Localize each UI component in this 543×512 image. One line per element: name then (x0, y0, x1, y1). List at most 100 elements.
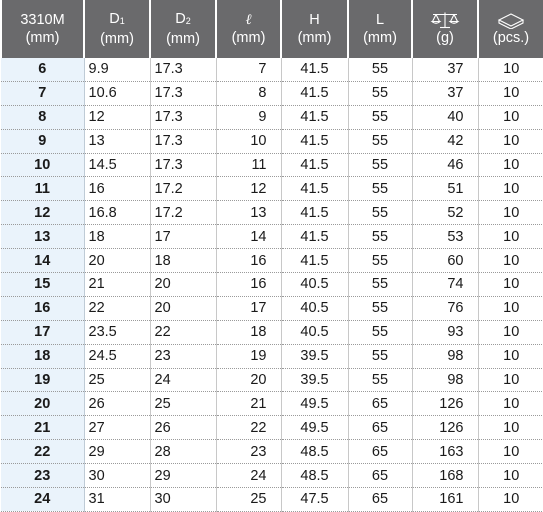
weight-unit: (g) (436, 30, 454, 46)
d2-label: D (175, 11, 186, 27)
length-L-cell: 65 (347, 439, 412, 465)
d1-cell: 10.6 (84, 81, 150, 106)
weight-cell: 76 (411, 296, 478, 321)
table-row: 23 30 29 24 48.5 65 168 10 (1, 463, 543, 489)
length-l-cell: 9 (215, 105, 281, 130)
pcs-cell: 10 (477, 129, 543, 154)
height-cell: 41.5 (280, 105, 348, 130)
length-l-cell: 7 (215, 58, 281, 82)
height-cell: 41.5 (280, 129, 348, 154)
pcs-cell: 10 (477, 224, 543, 250)
weight-cell: 46 (411, 153, 478, 178)
table-row: 24 31 30 25 47.5 65 161 10 (1, 487, 543, 512)
pcs-cell: 10 (477, 153, 543, 178)
length-l-cell: 25 (215, 487, 281, 512)
length-L-cell: 55 (347, 344, 412, 369)
pcs-header: (pcs.) (477, 0, 543, 58)
d2-cell: 24 (149, 368, 216, 393)
pcs-cell: 10 (477, 272, 543, 297)
d2-subscript: 2 (185, 16, 191, 26)
height-label: H (309, 12, 320, 28)
pcs-cell: 10 (477, 487, 543, 512)
d1-header: D1 (mm) (83, 0, 151, 58)
length-l-cell: 12 (215, 176, 281, 202)
table-row: 7 10.6 17.3 8 41.5 55 37 10 (1, 81, 543, 106)
length-L-cell: 65 (347, 463, 412, 489)
d2-cell: 17.3 (149, 105, 216, 130)
table-row: 10 14.5 17.3 11 41.5 55 46 10 (1, 153, 543, 178)
d1-cell: 18 (84, 224, 150, 250)
length-L-cell: 65 (347, 391, 412, 417)
pcs-cell: 10 (477, 439, 543, 465)
length-l-cell: 21 (215, 391, 281, 417)
table-row: 16 22 20 17 40.5 55 76 10 (1, 296, 543, 321)
size-cell: 18 (1, 344, 85, 369)
length-l-cell: 20 (215, 368, 281, 393)
d1-cell: 21 (84, 272, 150, 297)
pcs-cell: 10 (477, 296, 543, 321)
d1-unit: (mm) (100, 31, 134, 47)
height-cell: 47.5 (280, 487, 348, 512)
d1-cell: 9.9 (84, 58, 150, 82)
height-cell: 41.5 (280, 58, 348, 82)
model-header: 3310M (mm) (0, 0, 85, 58)
size-cell: 21 (1, 415, 85, 441)
weight-cell: 52 (411, 200, 478, 226)
d2-cell: 17.3 (149, 81, 216, 106)
size-cell: 20 (1, 391, 85, 417)
height-cell: 40.5 (280, 320, 348, 345)
length-L-cell: 55 (347, 105, 412, 130)
size-cell: 23 (1, 463, 85, 489)
length-L-label: L (375, 12, 385, 28)
height-cell: 39.5 (280, 344, 348, 369)
d2-cell: 30 (149, 487, 216, 512)
length-l-unit: (mm) (231, 30, 266, 46)
table-row: 9 13 17.3 10 41.5 55 42 10 (1, 129, 543, 154)
height-cell: 41.5 (280, 200, 348, 226)
height-cell: 41.5 (280, 176, 348, 202)
size-cell: 24 (1, 487, 85, 512)
height-cell: 40.5 (280, 272, 348, 297)
d1-cell: 25 (84, 368, 150, 393)
length-L-cell: 65 (347, 487, 412, 512)
d2-cell: 17 (149, 224, 216, 250)
pcs-cell: 10 (477, 368, 543, 393)
length-l-cell: 16 (215, 272, 281, 297)
table-row: 6 9.9 17.3 7 41.5 55 37 10 (1, 58, 543, 82)
length-l-cell: 8 (215, 81, 281, 106)
size-cell: 8 (1, 105, 85, 130)
d2-cell: 22 (149, 320, 216, 345)
pcs-cell: 10 (477, 248, 543, 274)
d2-cell: 28 (149, 439, 216, 465)
size-cell: 16 (1, 296, 85, 321)
height-cell: 39.5 (280, 368, 348, 393)
size-cell: 14 (1, 248, 85, 274)
weight-cell: 98 (411, 344, 478, 369)
length-l-label: ℓ (245, 12, 252, 28)
d2-cell: 20 (149, 272, 216, 297)
height-cell: 41.5 (280, 248, 348, 274)
table-body: 6 9.9 17.3 7 41.5 55 37 10 7 10.6 17.3 8 41.5 55 37 10 8… (1, 58, 543, 512)
pcs-cell: 10 (477, 391, 543, 417)
size-cell: 11 (1, 176, 85, 202)
table-row: 21 27 26 22 49.5 65 126 10 (1, 415, 543, 441)
height-cell: 48.5 (280, 439, 348, 465)
height-cell: 48.5 (280, 463, 348, 489)
length-L-cell: 55 (347, 81, 412, 106)
table-row: 11 16 17.2 12 41.5 55 51 10 (1, 176, 543, 202)
length-L-cell: 55 (347, 320, 412, 345)
length-L-cell: 55 (347, 224, 412, 250)
d2-cell: 17.2 (149, 176, 216, 202)
size-cell: 9 (1, 129, 85, 154)
weight-cell: 168 (411, 463, 478, 489)
weight-cell: 37 (411, 58, 478, 82)
size-cell: 10 (1, 153, 85, 178)
length-l-cell: 24 (215, 463, 281, 489)
length-L-cell: 55 (347, 248, 412, 274)
d1-cell: 16.8 (84, 200, 150, 226)
length-l-cell: 19 (215, 344, 281, 369)
pcs-cell: 10 (477, 344, 543, 369)
d1-cell: 29 (84, 439, 150, 465)
weight-cell: 126 (411, 415, 478, 441)
